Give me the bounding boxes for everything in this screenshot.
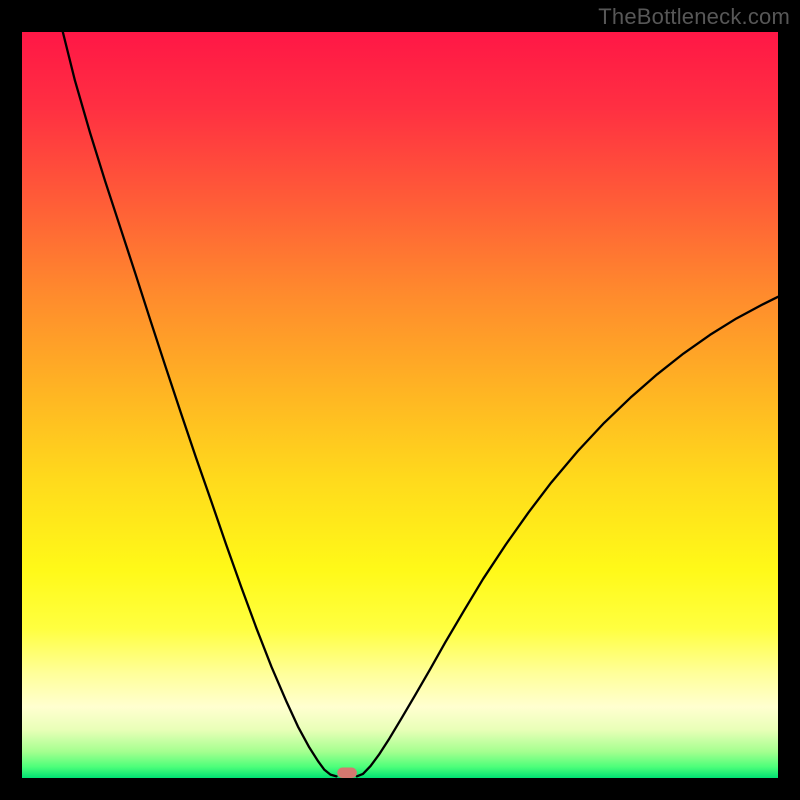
bottleneck-curve-chart [22, 32, 778, 778]
plot-area [22, 32, 778, 778]
bottleneck-marker [337, 768, 357, 778]
gradient-background [22, 32, 778, 778]
chart-frame: TheBottleneck.com [0, 0, 800, 800]
watermark-text: TheBottleneck.com [598, 4, 790, 30]
